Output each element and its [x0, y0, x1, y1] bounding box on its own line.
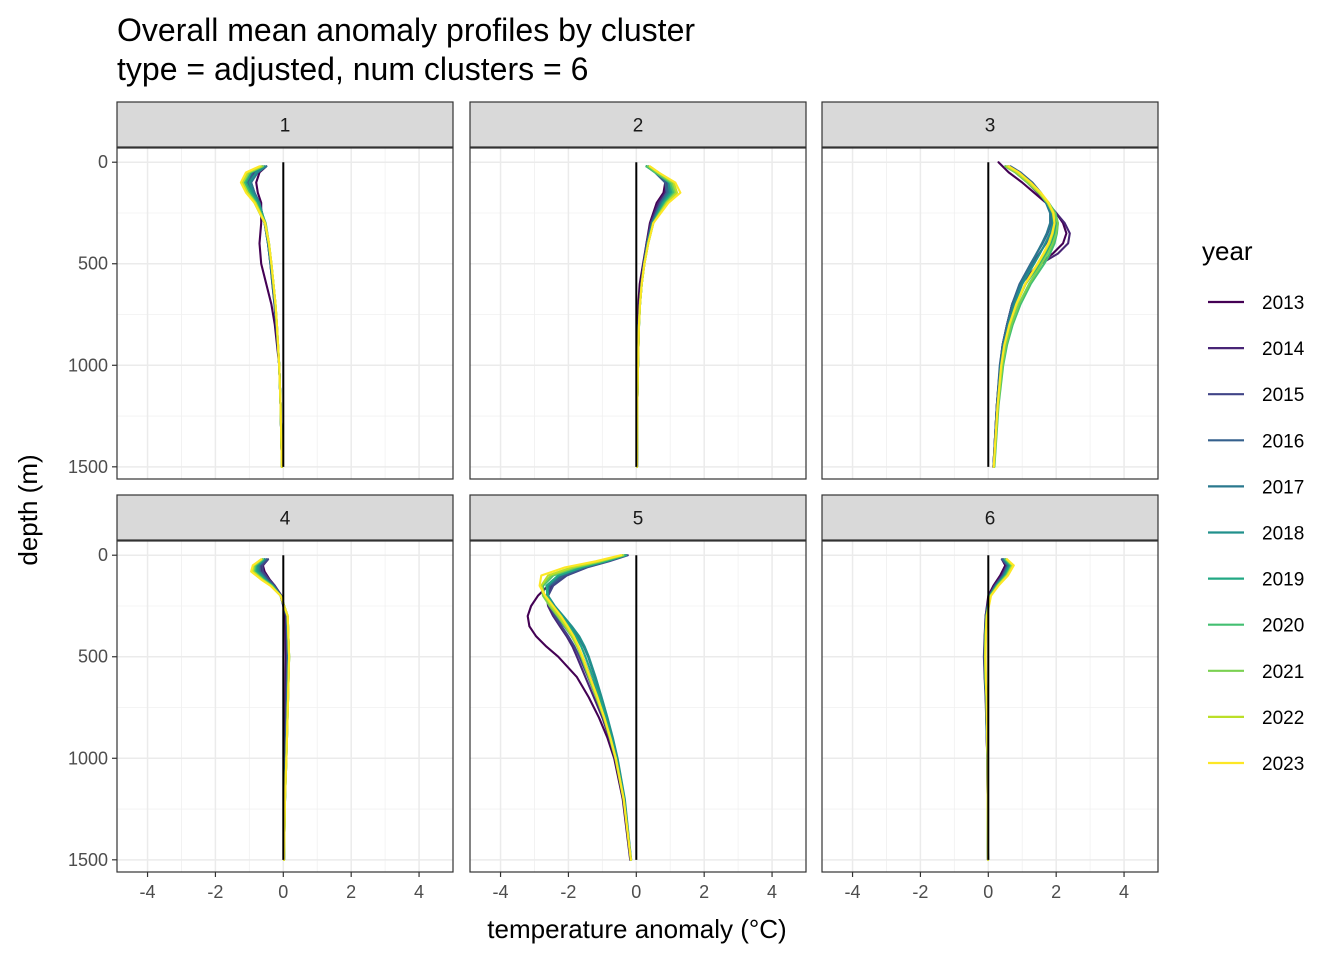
panel-5: 5 -4 -2 0 2 4 [469, 494, 807, 902]
chart-title: Overall mean anomaly profiles by cluster [117, 12, 695, 48]
panel-1: 1 0 500 1000 1500 [68, 101, 454, 480]
y-tick-label: 0 [98, 152, 108, 172]
y-tick-label: 1500 [68, 457, 108, 477]
x-tick-label: 0 [631, 882, 641, 902]
x-tick-label: -4 [140, 882, 156, 902]
x-tick-label: 4 [1119, 882, 1129, 902]
strip-label: 6 [985, 509, 996, 530]
y-tick-label: 1500 [68, 850, 108, 870]
panel-border [116, 540, 454, 873]
panel-2: 2 [469, 101, 807, 480]
panel-border [469, 147, 807, 480]
x-tick-label: 0 [278, 882, 288, 902]
y-tick-label: 1000 [68, 355, 108, 375]
y-tick-label: 1000 [68, 748, 108, 768]
y-tick-label: 500 [78, 647, 108, 667]
legend-label-2020: 2020 [1262, 616, 1304, 637]
x-axis-title: temperature anomaly (°C) [487, 914, 786, 944]
legend-label-2015: 2015 [1262, 385, 1304, 406]
x-tick-label: -2 [207, 882, 223, 902]
legend-label-2013: 2013 [1262, 293, 1304, 314]
strip-6 [821, 494, 1159, 541]
x-tick-label: 0 [983, 882, 993, 902]
x-tick-label: 4 [767, 882, 777, 902]
legend-label-2016: 2016 [1262, 431, 1304, 452]
profile-2023 [239, 165, 283, 468]
x-tick-label: -4 [493, 882, 509, 902]
profile-2023 [992, 165, 1056, 468]
strip-label: 1 [280, 116, 291, 137]
x-tick-label: 2 [699, 882, 709, 902]
facet-panels: 1 0 500 1000 1500 2 3 4 0 500 1000 1500 -4 -2 0 2 4 5 -4 -2… [68, 101, 1159, 902]
strip-1 [116, 101, 454, 148]
y-tick-label: 500 [78, 254, 108, 274]
x-tick-label: -2 [560, 882, 576, 902]
panel-background [822, 148, 1158, 479]
panel-4: 4 0 500 1000 1500 -4 -2 0 2 4 [68, 494, 454, 902]
panel-border [821, 147, 1159, 480]
legend-label-2023: 2023 [1262, 754, 1304, 775]
strip-5 [469, 494, 807, 541]
legend-label-2017: 2017 [1262, 477, 1304, 498]
profile-2023 [538, 554, 632, 861]
legend-label-2018: 2018 [1262, 524, 1304, 545]
legend-label-2021: 2021 [1262, 662, 1304, 683]
panel-6: 6 -4 -2 0 2 4 [821, 494, 1159, 902]
strip-2 [469, 101, 807, 148]
legend-label-2022: 2022 [1262, 708, 1304, 729]
panel-border [821, 540, 1159, 873]
strip-label: 2 [633, 116, 644, 137]
panel-background [470, 541, 806, 872]
panel-border [116, 147, 454, 480]
chart-subtitle: type = adjusted, num clusters = 6 [117, 51, 588, 87]
strip-3 [821, 101, 1159, 148]
panel-3: 3 [821, 101, 1159, 480]
y-tick-label: 0 [98, 545, 108, 565]
profile-2023 [635, 165, 682, 468]
y-axis-title: depth (m) [13, 454, 43, 565]
legend-title: year [1202, 236, 1253, 266]
profile-2023 [984, 558, 1015, 861]
x-tick-label: 2 [346, 882, 356, 902]
strip-label: 5 [633, 509, 644, 530]
panel-border [469, 540, 807, 873]
x-tick-label: -2 [912, 882, 928, 902]
panel-background [117, 148, 453, 479]
strip-label: 4 [280, 509, 291, 530]
strip-4 [116, 494, 454, 541]
strip-label: 3 [985, 116, 996, 137]
x-tick-label: -4 [845, 882, 861, 902]
legend: year 2013 2014 2015 2016 2017 2018 2019 2020 202… [1202, 236, 1305, 775]
x-tick-label: 2 [1051, 882, 1061, 902]
x-tick-label: 4 [414, 882, 424, 902]
legend-label-2019: 2019 [1262, 570, 1304, 591]
legend-label-2014: 2014 [1262, 339, 1305, 360]
